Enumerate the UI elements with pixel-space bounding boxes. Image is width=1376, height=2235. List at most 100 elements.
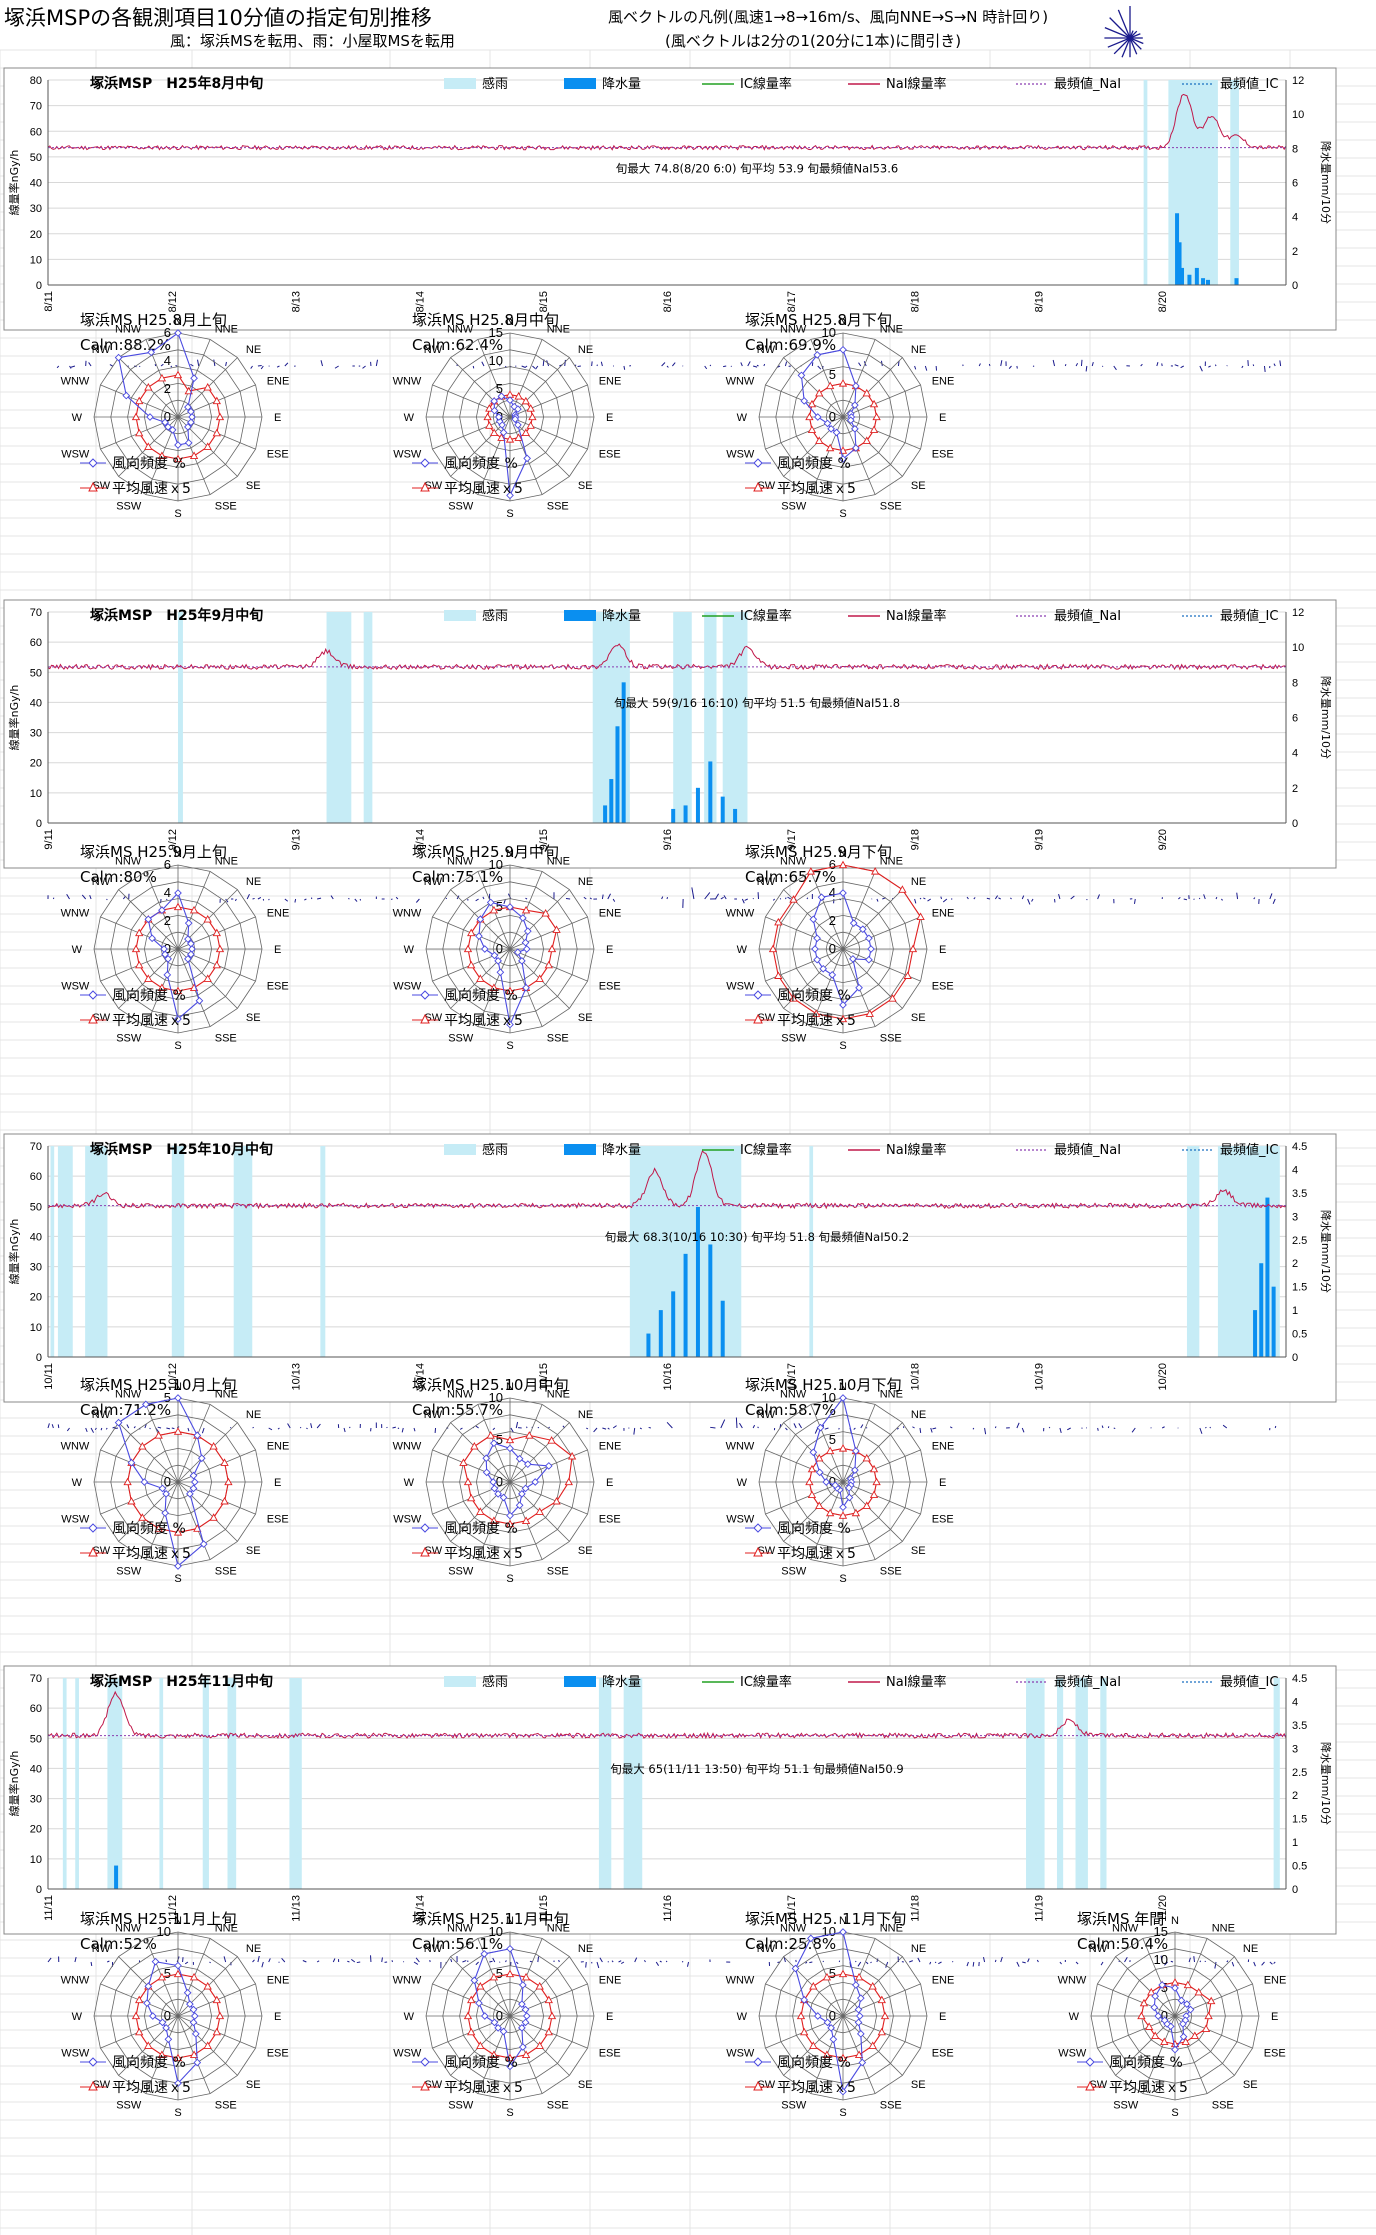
- wind-vector: [599, 1957, 603, 1963]
- wind-vector: [1253, 1961, 1256, 1967]
- legend-swatch: [564, 610, 596, 621]
- rose-freq-marker: [849, 955, 857, 963]
- rose-speed-marker: [135, 960, 144, 969]
- rose-spoke: [177, 1422, 238, 1483]
- rose-freq-marker: [174, 441, 182, 449]
- rose-speed-marker: [212, 960, 221, 969]
- rose-freq-marker: [845, 1493, 854, 1502]
- rose-freq-marker: [184, 403, 192, 411]
- wind-vector: [190, 363, 194, 367]
- wind-vector: [287, 1423, 291, 1429]
- rose-direction-label: SW: [757, 1545, 775, 1557]
- rose-legend-marker: [420, 2080, 430, 2091]
- rose-direction-label: N: [506, 848, 514, 860]
- y-tick-label: 10: [30, 1854, 42, 1866]
- vector-legend-stroke: [1121, 37, 1131, 58]
- rose-speed-marker: [1144, 2022, 1154, 2030]
- rose-freq-marker: [817, 893, 826, 902]
- y2-axis-label: 降水量mm/10分: [1319, 676, 1333, 759]
- rose-speed-marker: [865, 1009, 874, 1017]
- wind-vector: [923, 897, 926, 900]
- wind-vector: [250, 365, 253, 369]
- rose-freq-marker: [510, 402, 519, 411]
- rose-tick-label: 10: [822, 1390, 836, 1405]
- precip-bar: [1265, 1197, 1270, 1357]
- rose-direction-label: WNW: [393, 1440, 422, 1452]
- rose-freq-marker: [513, 948, 522, 957]
- rose-direction-label: SE: [1243, 2079, 1258, 2091]
- y-tick-label: 20: [30, 758, 42, 770]
- wind-vector: [704, 365, 708, 370]
- rose-freq-marker: [191, 2029, 200, 2038]
- rose-speed-marker: [215, 2011, 225, 2020]
- x-tick-label: 11/13: [291, 1895, 303, 1922]
- rose-direction-label: S: [174, 2107, 181, 2119]
- chart-annotation: 旬最大 59(9/16 16:10) 旬平均 51.5 旬最頻値NaI51.8: [614, 696, 900, 710]
- rose-direction-label: WNW: [1058, 1974, 1087, 1986]
- rose-direction-label: SSW: [1113, 2100, 1139, 2112]
- rose-speed-marker: [486, 1431, 495, 1439]
- y-tick-label: 0: [36, 1884, 42, 1896]
- wind-vector-strip: [47, 1955, 1276, 1969]
- rose-spoke: [477, 339, 511, 418]
- rose-speed-marker: [809, 2041, 818, 2049]
- y2-tick-label: 0.5: [1292, 1861, 1307, 1873]
- rose-freq-marker: [189, 1471, 198, 1480]
- wind-vector: [1070, 895, 1075, 900]
- rose-freq-marker: [827, 425, 835, 433]
- rose-direction-label: WSW: [61, 981, 90, 993]
- rose-freq-marker: [839, 2087, 847, 2096]
- wind-vector: [94, 1427, 97, 1431]
- rose-freq-marker: [187, 950, 195, 959]
- rain-sense-band: [57, 1146, 73, 1357]
- rose-speed-marker: [203, 382, 212, 391]
- rose-freq-marker: [186, 2000, 194, 2008]
- wind-vector: [302, 1960, 307, 1963]
- wind-vector: [940, 896, 942, 900]
- rose-speed-marker: [1207, 1996, 1216, 2005]
- wind-vector: [1140, 363, 1143, 367]
- rose-direction-label: NNW: [447, 855, 474, 867]
- rose-direction-label: SE: [246, 480, 261, 492]
- rose-title: 塚浜MS H25.8月上旬: [80, 311, 227, 329]
- rose-spoke: [842, 916, 921, 950]
- wind-vector: [320, 360, 323, 367]
- rose-legend-marker: [88, 458, 98, 468]
- rose-freq-marker: [809, 1448, 818, 1457]
- rose-speed-marker: [189, 1972, 199, 1981]
- rose-spoke: [509, 357, 570, 418]
- rose-freq-marker: [809, 915, 818, 924]
- y2-tick-label: 4: [1292, 1696, 1298, 1708]
- x-tick-label: 9/13: [291, 829, 303, 850]
- sub-title: 風：塚浜MSを転用、雨：小屋取MSを転用: [170, 32, 455, 50]
- wind-rose: 塚浜MS H25.10月下旬 Calm:58.7%N NNE NE ENE E ESE SE S…: [726, 1376, 955, 1585]
- y2-tick-label: 12: [1292, 607, 1304, 619]
- wind-vector: [1021, 1427, 1025, 1433]
- rose-freq-marker: [851, 401, 859, 409]
- rose-speed-marker: [521, 2050, 531, 2058]
- rose-speed-marker: [123, 1477, 132, 1486]
- y-tick-label: 0: [36, 280, 42, 292]
- rose-tick-label: 5: [829, 367, 836, 382]
- legend-label: 感雨: [482, 1142, 508, 1158]
- rose-direction-label: W: [737, 1477, 748, 1489]
- wind-vector: [1205, 1426, 1207, 1429]
- rose-direction-label: SW: [92, 1012, 110, 1024]
- wind-vector: [515, 1961, 519, 1965]
- wind-vector: [106, 898, 108, 901]
- rose-freq-marker: [822, 1478, 831, 1486]
- rose-speed-marker: [184, 386, 193, 395]
- rose-direction-label: NE: [911, 1409, 926, 1421]
- wind-vector: [1101, 365, 1104, 367]
- wind-vector: [1059, 1427, 1062, 1434]
- rose-freq-marker: [148, 934, 156, 943]
- wind-vector: [659, 1960, 662, 1963]
- rose-direction-label: W: [404, 944, 415, 956]
- wind-vector: [1016, 1961, 1020, 1967]
- wind-vector: [709, 364, 712, 367]
- rose-freq-marker: [823, 419, 832, 428]
- rose-title: 塚浜MS H25.9月下旬: [745, 843, 892, 861]
- rose-speed-marker: [838, 379, 848, 387]
- rose-freq-marker: [506, 396, 514, 405]
- legend-swatch: [444, 610, 476, 621]
